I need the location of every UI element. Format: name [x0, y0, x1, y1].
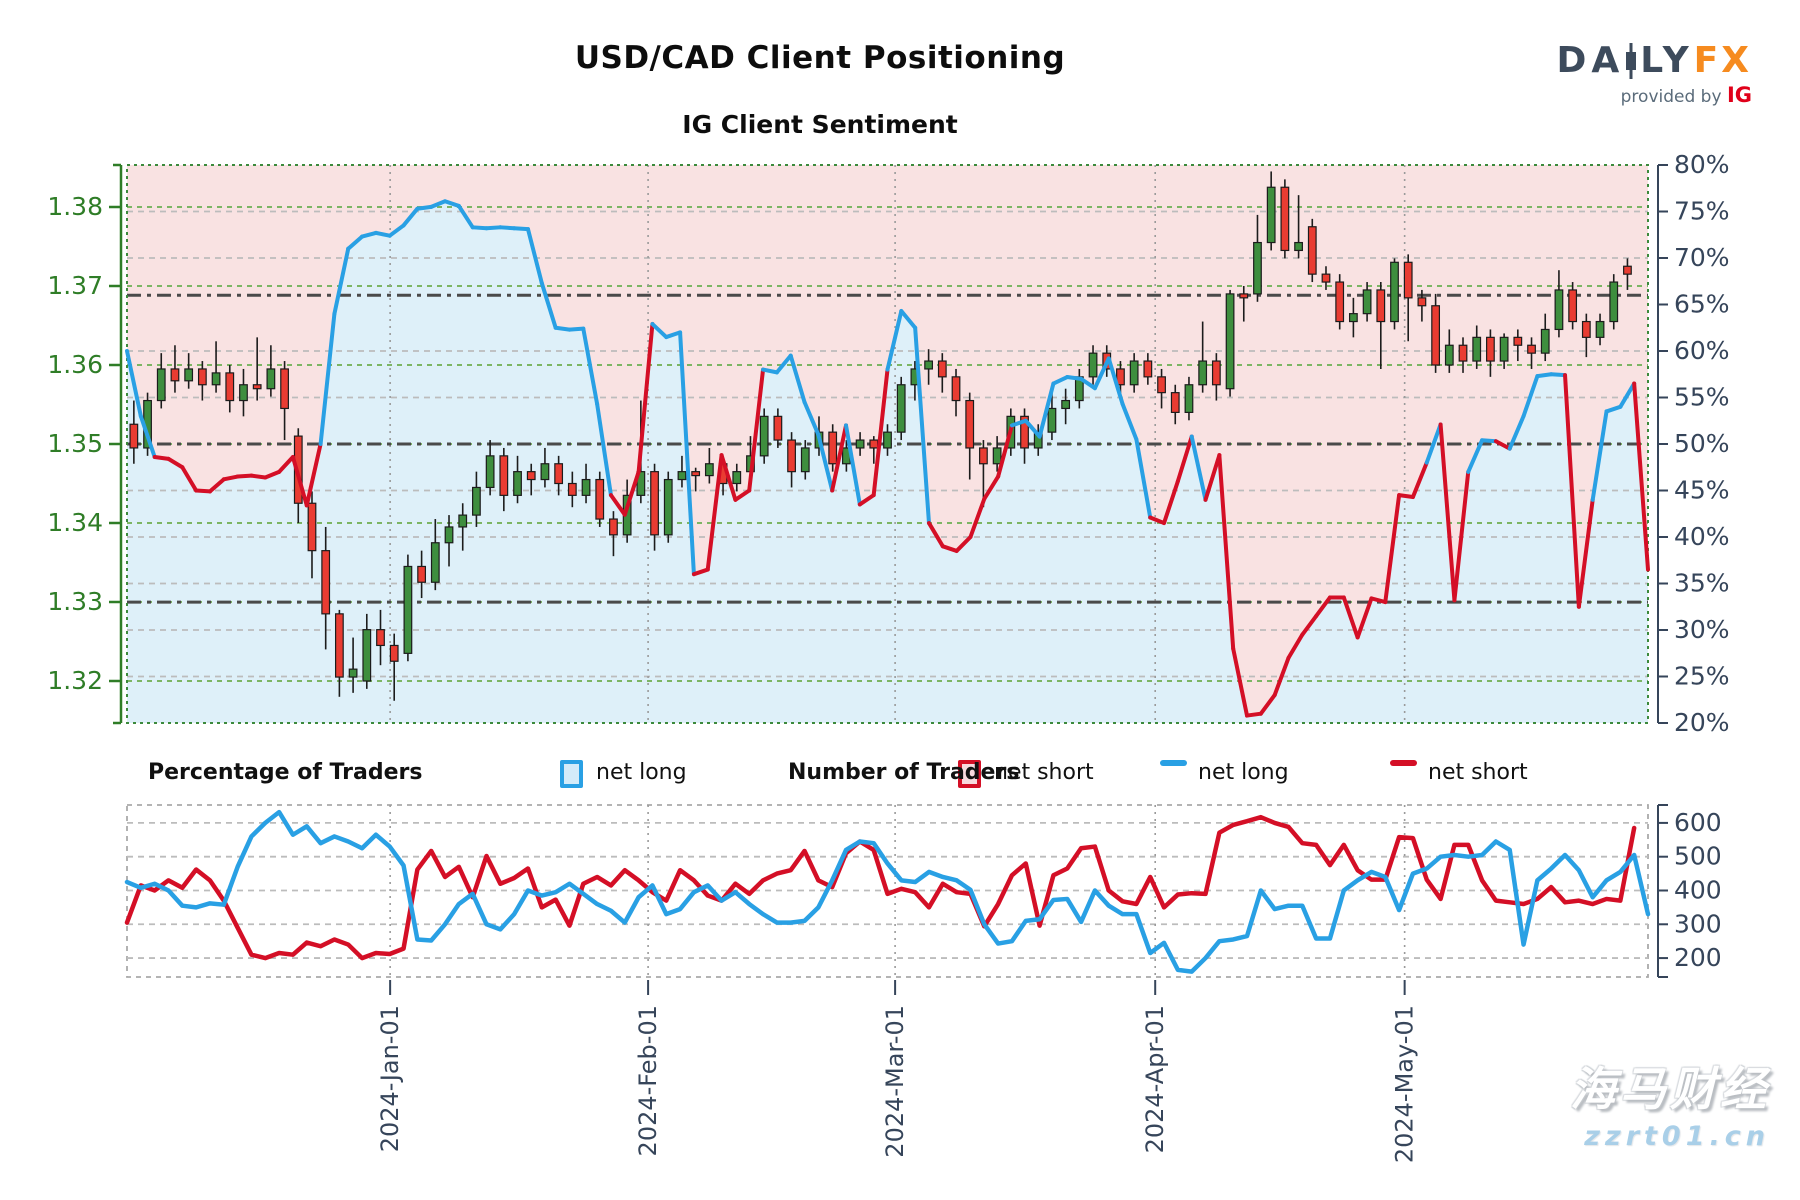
svg-text:1.35: 1.35 — [47, 429, 103, 458]
svg-text:2024-Jan-01: 2024-Jan-01 — [376, 1005, 404, 1152]
svg-text:200: 200 — [1674, 943, 1722, 972]
svg-text:70%: 70% — [1674, 243, 1730, 272]
ig-logo: IG — [1726, 83, 1752, 107]
svg-text:55%: 55% — [1674, 383, 1730, 412]
watermark: 海马财经 zzrt01.cn — [1570, 1053, 1770, 1152]
watermark-url-text: zzrt01.cn — [1584, 1121, 1770, 1152]
svg-text:20%: 20% — [1674, 708, 1730, 737]
legend-net-long-label: net long — [596, 760, 687, 785]
chart-subtitle: IG Client Sentiment — [682, 110, 958, 139]
svg-text:2024-Feb-01: 2024-Feb-01 — [634, 1005, 662, 1156]
svg-text:25%: 25% — [1674, 662, 1730, 691]
svg-text:2024-Apr-01: 2024-Apr-01 — [1141, 1005, 1169, 1153]
candlestick-icon — [1624, 42, 1638, 79]
svg-text:2024-May-01: 2024-May-01 — [1391, 1005, 1419, 1163]
logo-text-fx: FX — [1693, 40, 1752, 81]
legend-num-group-label: Number of Traders — [788, 760, 1020, 785]
legend-net-long-swatch — [560, 760, 583, 788]
svg-text:2024-Mar-01: 2024-Mar-01 — [881, 1005, 909, 1158]
svg-text:1.32: 1.32 — [47, 666, 103, 695]
svg-text:30%: 30% — [1674, 615, 1730, 644]
dailyfx-logo: DA LY FX provided by IG — [1556, 40, 1752, 107]
legend-num-net-short-label: net short — [1428, 760, 1528, 785]
legend-num-net-long-swatch — [1160, 760, 1187, 766]
legend-pct-group-label: Percentage of Traders — [148, 760, 423, 785]
svg-text:65%: 65% — [1674, 290, 1730, 319]
legend-num-net-long-label: net long — [1198, 760, 1289, 785]
provided-by-text: provided by — [1620, 87, 1722, 107]
legend-num-net-short-swatch — [1390, 760, 1417, 766]
svg-text:1.36: 1.36 — [47, 350, 103, 379]
legend-net-short-label: net short — [994, 760, 1094, 785]
svg-text:600: 600 — [1674, 808, 1722, 837]
svg-text:60%: 60% — [1674, 336, 1730, 365]
watermark-cn-text: 海马财经 — [1570, 1062, 1770, 1116]
svg-text:1.34: 1.34 — [47, 508, 103, 537]
page-title: USD/CAD Client Positioning — [0, 40, 1640, 76]
svg-text:80%: 80% — [1674, 150, 1730, 179]
svg-text:50%: 50% — [1674, 429, 1730, 458]
svg-text:400: 400 — [1674, 875, 1722, 904]
svg-text:500: 500 — [1674, 842, 1722, 871]
svg-text:40%: 40% — [1674, 522, 1730, 551]
chart-title: USD/CAD Client Positioning — [574, 40, 1066, 76]
chart-legend: Percentage of Traders net long net short — [0, 758, 1800, 794]
svg-text:1.38: 1.38 — [47, 192, 103, 221]
logo-text-da: DA — [1556, 40, 1625, 81]
legend-net-short-swatch — [958, 760, 981, 788]
svg-text:1.33: 1.33 — [47, 587, 103, 616]
svg-text:300: 300 — [1674, 909, 1722, 938]
svg-text:75%: 75% — [1674, 197, 1730, 226]
dailyfx-wordmark: DA LY FX — [1556, 40, 1752, 81]
logo-text-ly: LY — [1640, 40, 1694, 81]
svg-text:1.37: 1.37 — [47, 271, 103, 300]
svg-text:35%: 35% — [1674, 569, 1730, 598]
svg-text:45%: 45% — [1674, 476, 1730, 505]
chart-legend-number-group: Number of Traders net long net short — [0, 758, 1800, 794]
logo-tagline: provided by IG — [1556, 83, 1752, 107]
